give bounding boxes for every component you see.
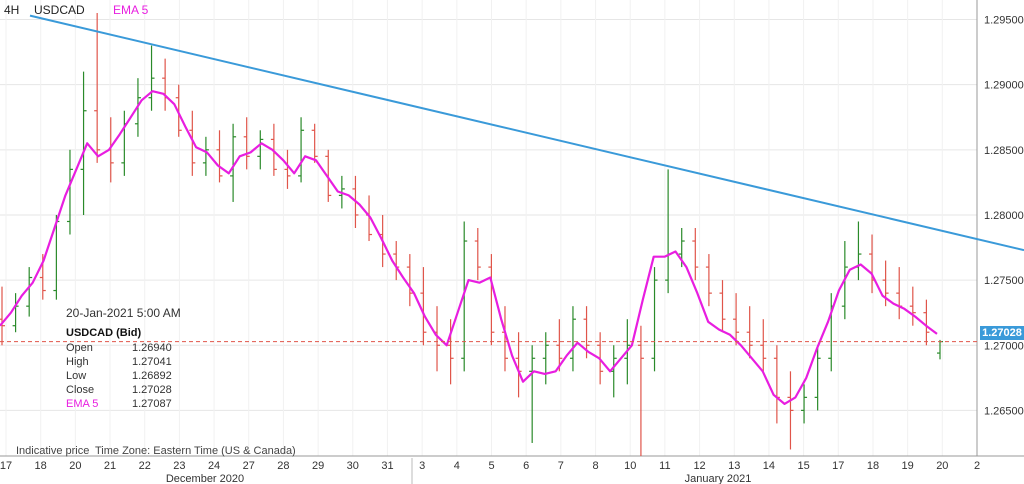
- y-tick-label: 1.27000: [984, 340, 1024, 352]
- info-open-label: Open: [66, 342, 93, 354]
- trendline: [29, 14, 1024, 252]
- x-tick-label: 3: [419, 460, 425, 472]
- x-tick-label: 29: [312, 460, 324, 472]
- x-tick-label: 18: [35, 460, 47, 472]
- x-tick-label: 15: [797, 460, 809, 472]
- x-tick-label: 27: [243, 460, 255, 472]
- x-tick-label: 13: [728, 460, 740, 472]
- info-high-label: High: [66, 356, 89, 368]
- x-tick-label: 17: [0, 460, 12, 472]
- info-ema-value: 1.27087: [132, 398, 172, 410]
- info-close-label: Close: [66, 384, 95, 396]
- x-tick-label: 2: [974, 460, 980, 472]
- x-tick-label: 14: [763, 460, 775, 472]
- y-tick-label: 1.28000: [984, 210, 1024, 222]
- x-tick-label: 6: [523, 460, 529, 472]
- info-low-value: 1.26892: [132, 370, 172, 382]
- y-tick-label: 1.28500: [984, 145, 1024, 157]
- info-datetime: 20-Jan-2021 5:00 AM: [66, 306, 181, 320]
- info-open-value: 1.26940: [132, 342, 172, 354]
- x-tick-label: 20: [69, 460, 81, 472]
- month-label-january: January 2021: [685, 473, 752, 484]
- x-tick-label: 11: [659, 460, 670, 472]
- info-low-label: Low: [66, 370, 87, 382]
- info-high-value: 1.27041: [132, 356, 172, 368]
- symbol-label[interactable]: USDCAD: [34, 3, 85, 17]
- x-tick-label: 8: [592, 460, 598, 472]
- x-tick-label: 23: [173, 460, 185, 472]
- month-label-december: December 2020: [166, 473, 244, 484]
- x-tick-label: 4: [454, 460, 460, 472]
- x-tick-label: 5: [488, 460, 494, 472]
- x-tick-label: 28: [277, 460, 289, 472]
- x-tick-label: 10: [624, 460, 636, 472]
- current-price-tag: 1.27028: [980, 326, 1024, 340]
- info-title: USDCAD (Bid): [66, 327, 142, 339]
- timeframe-label[interactable]: 4H: [4, 3, 20, 17]
- y-tick-label: 1.27500: [984, 275, 1024, 287]
- x-tick-label: 19: [902, 460, 914, 472]
- y-tick-label: 1.29000: [984, 80, 1024, 92]
- x-tick-label: 31: [381, 460, 393, 472]
- ema-line: [0, 90, 938, 405]
- x-tick-label: 12: [693, 460, 705, 472]
- timezone-note: Time Zone: Eastern Time (US & Canada): [95, 445, 296, 457]
- y-tick-label: 1.29500: [984, 15, 1024, 27]
- x-tick-label: 21: [104, 460, 116, 472]
- x-tick-label: 18: [867, 460, 879, 472]
- indicator-label[interactable]: EMA 5: [113, 3, 149, 17]
- x-tick-label: 20: [936, 460, 948, 472]
- x-tick-label: 22: [139, 460, 151, 472]
- x-tick-label: 30: [347, 460, 359, 472]
- indicative-price-note: Indicative price: [16, 445, 90, 457]
- x-tick-label: 24: [208, 460, 220, 472]
- y-tick-label: 1.26500: [984, 405, 1024, 417]
- x-tick-label: 17: [832, 460, 844, 472]
- info-close-value: 1.27028: [132, 384, 172, 396]
- info-ema-label: EMA 5: [66, 398, 99, 410]
- x-tick-label: 7: [558, 460, 564, 472]
